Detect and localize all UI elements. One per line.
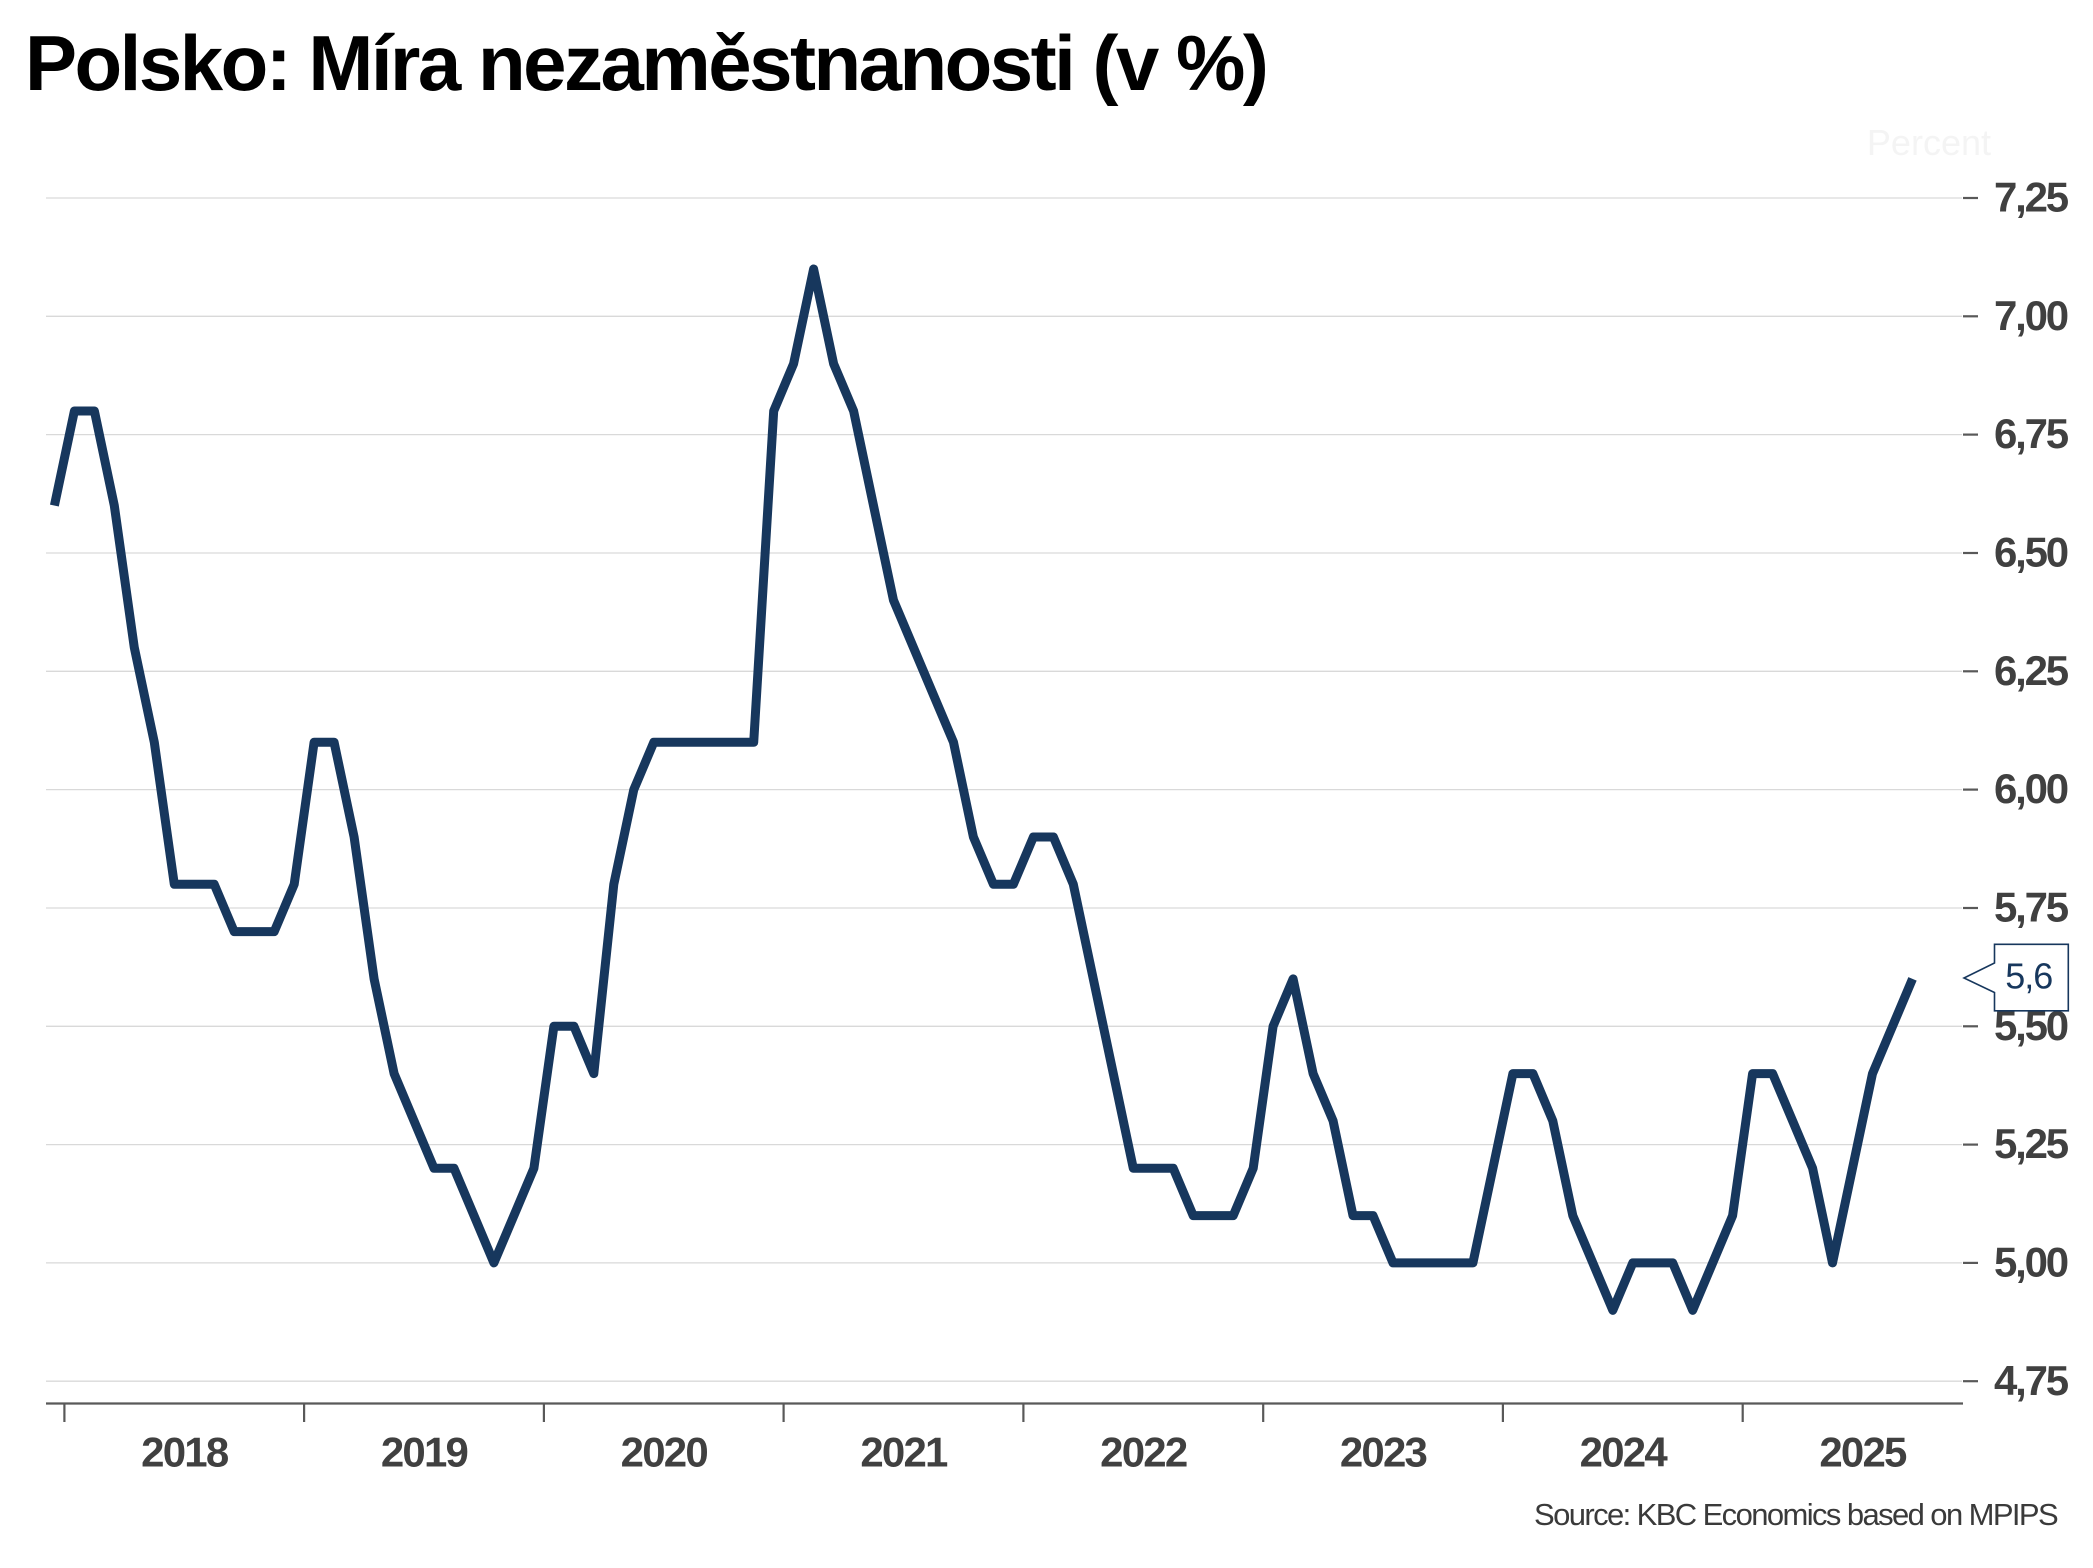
svg-text:2020: 2020 — [621, 1428, 708, 1475]
svg-text:4,75: 4,75 — [1994, 1357, 2069, 1404]
svg-text:5,75: 5,75 — [1994, 884, 2069, 931]
svg-text:6,00: 6,00 — [1994, 765, 2068, 812]
svg-text:7,00: 7,00 — [1994, 292, 2068, 339]
svg-text:5,00: 5,00 — [1994, 1239, 2068, 1286]
svg-text:6,25: 6,25 — [1994, 647, 2069, 694]
svg-text:5,6: 5,6 — [2005, 956, 2052, 997]
svg-text:Percent: Percent — [1867, 122, 1991, 163]
svg-text:5,25: 5,25 — [1994, 1120, 2069, 1167]
svg-text:2023: 2023 — [1340, 1428, 1427, 1475]
svg-text:2018: 2018 — [141, 1428, 229, 1475]
svg-text:2025: 2025 — [1819, 1428, 1907, 1475]
svg-text:2019: 2019 — [381, 1428, 468, 1475]
svg-text:2024: 2024 — [1580, 1428, 1669, 1475]
svg-text:6,50: 6,50 — [1994, 529, 2068, 576]
svg-text:6,75: 6,75 — [1994, 410, 2069, 457]
svg-text:7,25: 7,25 — [1994, 174, 2069, 221]
svg-text:2021: 2021 — [860, 1428, 948, 1475]
svg-text:2022: 2022 — [1100, 1428, 1187, 1475]
